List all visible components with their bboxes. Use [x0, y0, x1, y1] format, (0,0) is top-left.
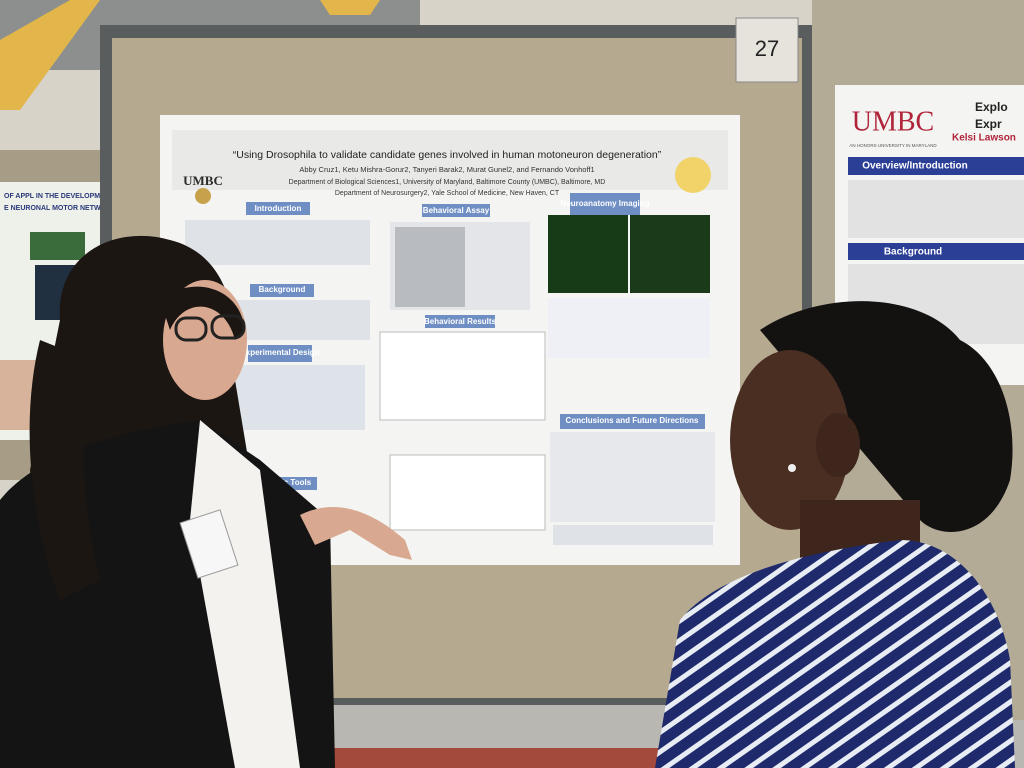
- section-body: [553, 525, 713, 545]
- section-header-box: [560, 414, 705, 429]
- poster-figure: [548, 298, 710, 358]
- section-body: [185, 220, 370, 265]
- right-poster-title: Explo: [975, 100, 1008, 114]
- poster-chart: [389, 454, 546, 531]
- number-card: [735, 17, 799, 83]
- hair: [160, 286, 245, 340]
- section-body: [550, 432, 715, 522]
- poster-figure: [30, 232, 85, 260]
- name-badge: [179, 509, 239, 579]
- right-poster-tagline: AN HONORS UNIVERSITY IN MARYLAND: [849, 143, 937, 148]
- shirt: [655, 540, 1015, 768]
- poster-authors: Abby Cruz1, Ketu Mishra-Gorur2, Tanyeri …: [299, 165, 594, 174]
- poster-logo: UMBC: [183, 173, 223, 188]
- right-poster-logo: UMBC: [852, 106, 934, 137]
- poster-header: [172, 130, 728, 190]
- shirt: [190, 420, 300, 768]
- glasses: [210, 314, 246, 340]
- presenter: [0, 235, 412, 768]
- section-header-box: [250, 284, 314, 297]
- section-header: Background: [259, 285, 306, 294]
- poster-title: “Using Drosophila to validate candidate …: [233, 149, 662, 161]
- face: [730, 350, 850, 530]
- section-header-box: [248, 345, 312, 362]
- logo-mascot: [195, 188, 211, 204]
- earring: [788, 464, 796, 472]
- left-poster-title: OF APPL IN THE DEVELOPMENT AND DE: [4, 193, 143, 200]
- ceiling-beam: [0, 0, 100, 110]
- section-header-box: [246, 202, 310, 215]
- section-header-box: [570, 193, 640, 215]
- hair: [760, 301, 1013, 532]
- section-header: Behavioral Results: [424, 317, 497, 326]
- poster-affiliation: Department of Biological Sciences1, Univ…: [289, 179, 606, 186]
- carpet: [320, 748, 740, 768]
- section-header: Background: [884, 247, 942, 258]
- section-header: Neuroanatomy Imaging: [561, 199, 650, 208]
- left-poster-title: E NEURONAL MOTOR NETWORK IN DROS: [4, 205, 148, 212]
- glasses: [174, 316, 208, 342]
- section-header: Introduction: [255, 204, 302, 213]
- section-header-box: [425, 315, 495, 328]
- ear: [816, 413, 860, 477]
- section-header-box: [848, 243, 1024, 260]
- section-header: Conclusions and Future Directions: [566, 416, 699, 425]
- poster-diagram: [675, 157, 711, 193]
- poster-affiliation: Department of Neurosurgery2, Yale School…: [335, 190, 560, 197]
- section-header-box: [848, 157, 1024, 175]
- hair: [29, 340, 100, 600]
- section-header: Behavioral Assay: [423, 206, 490, 215]
- poster-figure: [630, 215, 710, 293]
- poster-chart: [379, 331, 546, 421]
- section-body: [848, 180, 1024, 238]
- listener: [655, 301, 1015, 768]
- right-poster-title: Expr: [975, 117, 1002, 131]
- board-number: 27: [755, 36, 779, 61]
- poster-diagram: [235, 365, 365, 430]
- hand: [300, 507, 412, 560]
- section-header-box: [422, 204, 490, 217]
- right-poster-author: Kelsi Lawson: [952, 133, 1016, 144]
- poster-photo: [395, 227, 465, 307]
- section-header: Experimental Design: [240, 348, 319, 357]
- ceiling-beam: [320, 0, 380, 15]
- poster-figure: [548, 215, 628, 293]
- section-header: Overview/Introduction: [862, 161, 968, 172]
